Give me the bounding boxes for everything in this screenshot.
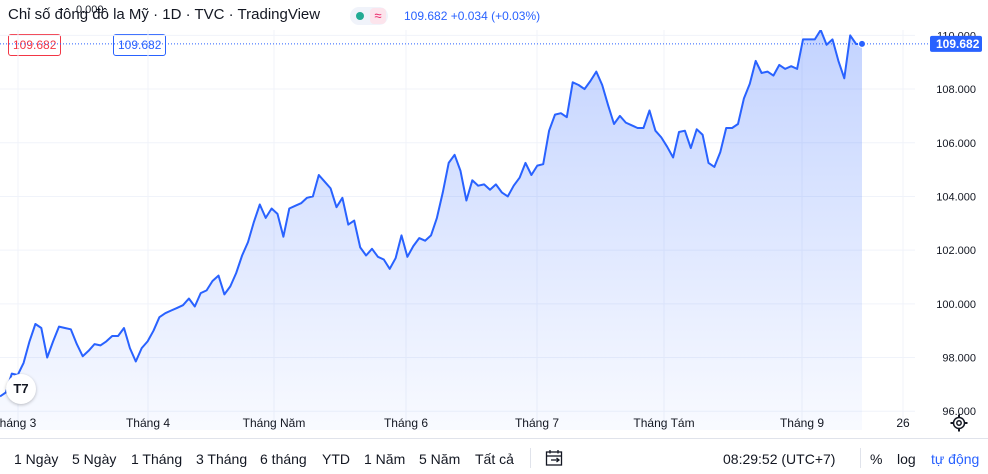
last-price: 109.682 xyxy=(404,9,448,23)
x-tick-label: Tháng 7 xyxy=(515,416,559,430)
toolbar-divider xyxy=(530,448,531,468)
y-tick-label: 102.000 xyxy=(936,245,976,257)
x-tick-label: Tháng 6 xyxy=(384,416,428,430)
last-value-tag xyxy=(930,35,982,52)
log-scale-toggle[interactable]: log xyxy=(897,451,916,467)
range-ytd[interactable]: YTD xyxy=(322,451,350,467)
y-tick-label: 100.000 xyxy=(936,299,976,311)
gear-icon[interactable] xyxy=(950,414,968,432)
x-tick-label: Tháng 4 xyxy=(126,416,170,430)
auto-scale-toggle[interactable]: tự động xyxy=(931,451,980,467)
x-tick-label: Tháng Tám xyxy=(633,416,694,430)
range-3-months[interactable]: 3 Tháng xyxy=(196,451,248,467)
chart-title: Chỉ số đông đô la Mỹ · 1D · TVC · Tradin… xyxy=(8,6,321,23)
x-axis[interactable]: háng 3 Tháng 4 Tháng Năm Tháng 6 Tháng 7 Thán… xyxy=(0,416,910,430)
percent-scale-toggle[interactable]: % xyxy=(870,451,883,467)
toolbar-divider xyxy=(860,448,861,468)
area-fill xyxy=(0,30,862,430)
x-tick-label: Tháng Năm xyxy=(243,416,306,430)
range-all[interactable]: Tất cả xyxy=(475,451,514,467)
y-tick-label: 108.000 xyxy=(936,84,976,96)
y-axis[interactable]: 110.000108.000106.000104.000102.000100.0… xyxy=(936,30,976,418)
range-1-day[interactable]: 1 Ngày xyxy=(14,451,59,467)
y-tick-label: 96.000 xyxy=(942,406,976,418)
last-value-label: 109.682 xyxy=(936,37,980,51)
x-tick-label: háng 3 xyxy=(0,416,37,430)
delayed-data-icon: ≈ xyxy=(370,8,386,24)
range-1-year[interactable]: 1 Năm xyxy=(364,451,406,467)
ask-price-box[interactable]: 109.682 xyxy=(113,34,167,56)
range-5-years[interactable]: 5 Năm xyxy=(419,451,461,467)
range-5-days[interactable]: 5 Ngày xyxy=(72,451,117,467)
spread-value: 0.000 xyxy=(76,4,104,16)
price-change: +0.034 (+0.03%) xyxy=(450,9,541,23)
bid-price-box[interactable]: 109.682 xyxy=(8,34,62,56)
calendar-goto-icon[interactable] xyxy=(545,449,563,467)
last-price-marker xyxy=(858,39,866,48)
price-chart[interactable]: 110.000108.000106.000104.000102.000100.0… xyxy=(0,30,988,438)
x-tick-label: 26 xyxy=(896,416,910,430)
range-6-months[interactable]: 6 tháng xyxy=(260,451,307,467)
x-tick-label: Tháng 9 xyxy=(780,416,824,430)
y-tick-label: 104.000 xyxy=(936,191,976,203)
y-tick-label: 106.000 xyxy=(936,138,976,150)
tradingview-logo-icon[interactable]: T7 xyxy=(6,374,36,404)
y-tick-label: 98.000 xyxy=(942,353,976,365)
range-1-month[interactable]: 1 Tháng xyxy=(131,451,183,467)
market-status-badge[interactable]: ≈ xyxy=(350,7,388,25)
market-open-icon xyxy=(356,12,364,20)
timezone-clock[interactable]: 08:29:52 (UTC+7) xyxy=(723,451,836,467)
bottom-toolbar: 1 Ngày 5 Ngày 1 Tháng 3 Tháng 6 tháng YT… xyxy=(0,438,988,474)
price-summary: 109.682 +0.034 (+0.03%) xyxy=(404,9,540,23)
price-line-series xyxy=(0,30,863,398)
